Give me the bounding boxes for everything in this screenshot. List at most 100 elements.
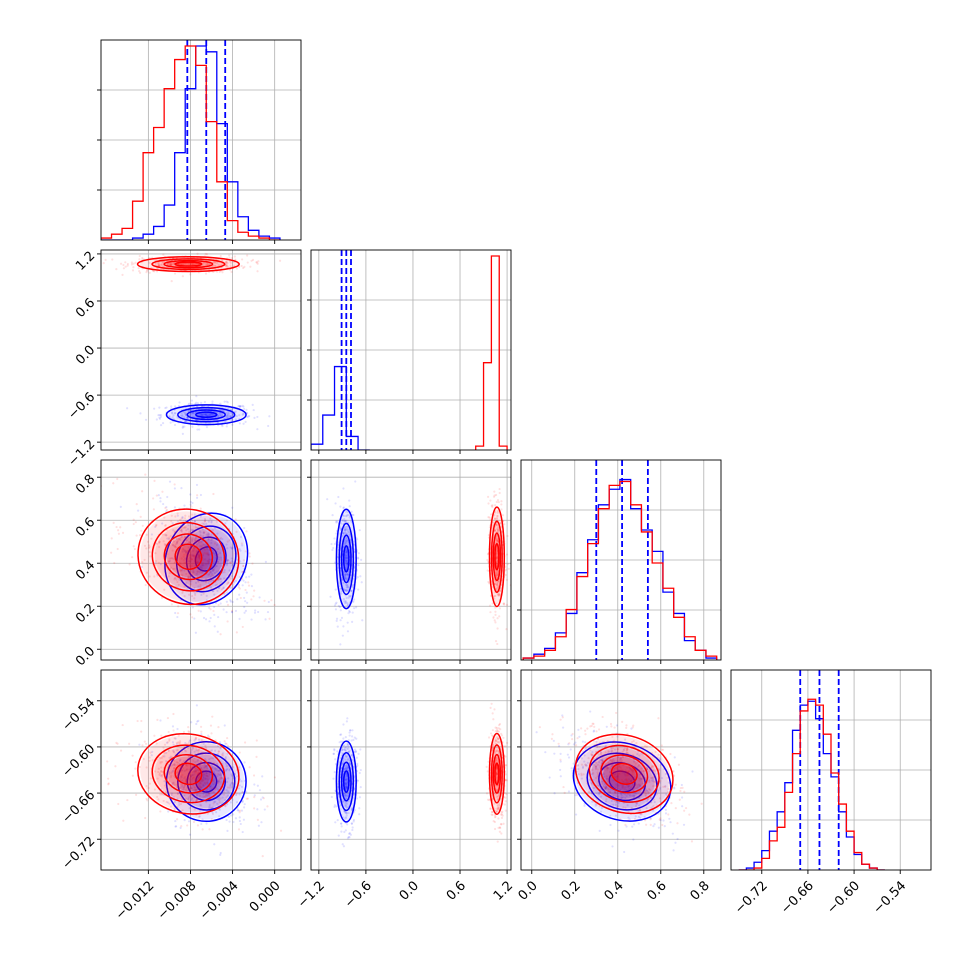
scatter-point — [196, 798, 199, 801]
scatter-point — [342, 792, 346, 795]
scatter-point — [344, 529, 347, 532]
scatter-point — [225, 818, 228, 822]
scatter-point — [267, 424, 270, 428]
scatter-point — [572, 762, 575, 765]
scatter-point — [209, 571, 212, 574]
scatter-point — [255, 261, 258, 264]
scatter-point — [498, 592, 501, 595]
scatter-point — [193, 617, 196, 620]
scatter-point — [497, 817, 500, 820]
scatter-point — [199, 764, 202, 767]
scatter-point — [243, 526, 246, 530]
scatter-point — [190, 399, 194, 402]
scatter-point — [346, 573, 349, 576]
scatter-point — [217, 556, 220, 559]
scatter-point — [157, 798, 160, 801]
scatter-point — [493, 708, 496, 711]
scatter-point — [347, 573, 350, 576]
scatter-point — [188, 530, 191, 533]
scatter-point — [497, 806, 500, 809]
scatter-point — [157, 262, 161, 265]
scatter-point — [239, 809, 242, 812]
scatter-point — [346, 744, 349, 747]
scatter-point — [502, 602, 505, 605]
scatter-point — [200, 413, 203, 416]
scatter-point — [194, 771, 197, 774]
scatter-point — [237, 404, 240, 408]
scatter-point — [210, 541, 213, 545]
scatter-point — [332, 752, 335, 756]
scatter-point — [204, 519, 207, 522]
scatter-point — [342, 625, 345, 628]
scatter-point — [357, 557, 360, 560]
scatter-point — [157, 414, 160, 417]
scatter-point — [175, 786, 179, 789]
scatter-point — [673, 787, 676, 790]
scatter-point — [141, 561, 144, 564]
scatter-point — [162, 799, 165, 803]
scatter-point — [172, 729, 175, 732]
scatter-point — [187, 575, 190, 578]
scatter-point — [357, 752, 360, 755]
scatter-point — [493, 529, 497, 532]
scatter-point — [213, 552, 216, 555]
scatter-point — [175, 743, 179, 746]
scatter-point — [204, 578, 208, 581]
scatter-point — [495, 517, 498, 520]
scatter-point — [339, 587, 343, 590]
scatter-point — [195, 395, 198, 398]
scatter-point — [240, 780, 243, 783]
scatter-point — [174, 543, 177, 546]
scatter-point — [614, 803, 618, 806]
scatter-point — [209, 785, 212, 789]
scatter-point — [170, 520, 173, 523]
scatter-point — [210, 538, 213, 542]
scatter-point — [559, 752, 562, 755]
scatter-point — [489, 499, 492, 502]
scatter-point — [618, 766, 621, 769]
panel-2-0: 0.00.20.40.60.8 — [73, 459, 302, 669]
scatter-point — [207, 574, 210, 577]
scatter-point — [226, 736, 229, 740]
panel-content — [101, 40, 281, 240]
scatter-point — [610, 749, 613, 752]
scatter-point — [498, 826, 501, 829]
scatter-point — [153, 734, 156, 737]
scatter-point — [496, 514, 499, 518]
scatter-point — [572, 743, 576, 746]
scatter-point — [505, 578, 509, 582]
scatter-point — [225, 413, 229, 416]
scatter-point — [176, 783, 179, 786]
scatter-point — [496, 592, 499, 595]
scatter-point — [153, 788, 157, 791]
scatter-point — [629, 779, 633, 782]
scatter-point — [175, 825, 178, 828]
scatter-point — [350, 822, 353, 825]
scatter-point — [349, 539, 352, 542]
scatter-point — [223, 546, 226, 549]
scatter-point — [496, 729, 499, 733]
y-tick-label: −0.6 — [65, 390, 98, 423]
scatter-point — [181, 785, 184, 788]
scatter-point — [496, 530, 500, 533]
scatter-point — [168, 415, 171, 418]
scatter-point — [567, 743, 570, 746]
panel-content — [330, 702, 509, 848]
scatter-point — [183, 745, 186, 748]
scatter-point — [346, 604, 349, 607]
scatter-point — [643, 815, 646, 819]
scatter-point — [194, 738, 197, 741]
scatter-point — [223, 788, 226, 792]
scatter-point — [500, 508, 503, 511]
scatter-point — [187, 555, 190, 558]
scatter-point — [495, 534, 499, 537]
scatter-point — [171, 770, 174, 773]
scatter-point — [190, 528, 193, 531]
scatter-point — [167, 790, 170, 793]
scatter-point — [195, 536, 198, 540]
scatter-point — [144, 816, 147, 820]
scatter-point — [346, 525, 349, 528]
scatter-point — [119, 526, 122, 529]
histogram-red — [522, 480, 718, 660]
scatter-point — [205, 594, 208, 597]
